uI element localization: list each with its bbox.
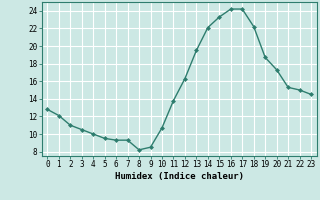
X-axis label: Humidex (Indice chaleur): Humidex (Indice chaleur)	[115, 172, 244, 181]
